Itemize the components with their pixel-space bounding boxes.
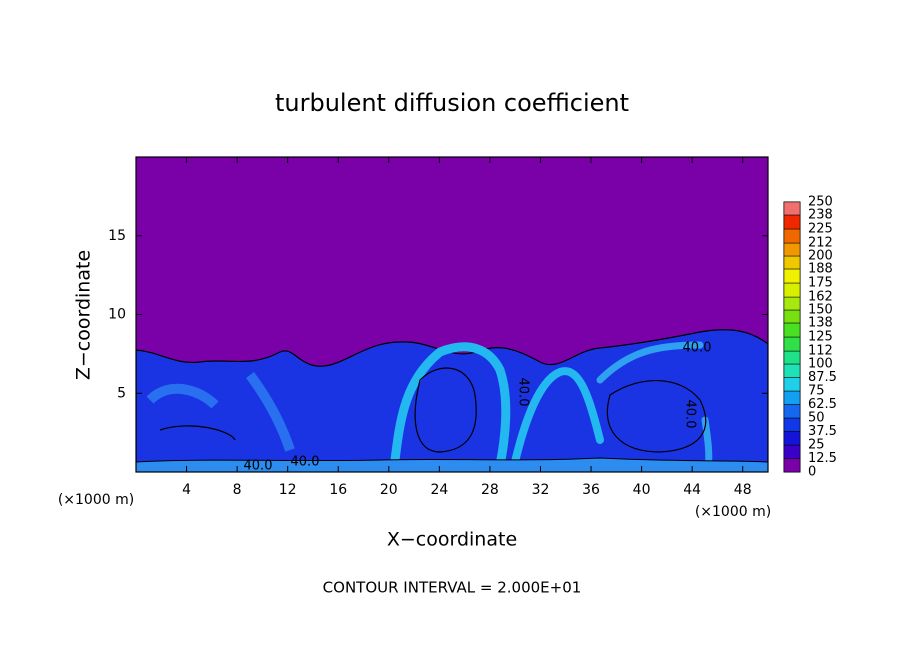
colorbar-label: 100 — [808, 357, 833, 372]
x-tick-label: 4 — [182, 482, 191, 498]
x-tick-label: 12 — [279, 482, 297, 498]
y-tick-label: 5 — [117, 385, 126, 401]
x-tick-label: 32 — [532, 482, 550, 498]
colorbar-label: 212 — [808, 236, 833, 251]
colorbar-label: 238 — [808, 207, 833, 222]
field-region — [136, 329, 768, 472]
x-axis-label: X−coordinate — [387, 529, 517, 551]
footer: CONTOUR INTERVAL = 2.000E+01 — [323, 579, 582, 597]
colorbar-label: 112 — [808, 344, 833, 359]
colorbar-box — [783, 431, 801, 446]
colorbar-box — [783, 268, 801, 284]
colorbar-box — [783, 363, 801, 378]
colorbar-label: 87.5 — [808, 370, 837, 385]
field-streak — [146, 372, 295, 452]
colorbar-label: 150 — [808, 303, 833, 318]
colorbar-box — [783, 444, 801, 459]
colorbar-label: 162 — [808, 290, 833, 305]
x-unit-label: (×1000 m) — [58, 492, 134, 508]
colorbar-box — [783, 377, 801, 392]
field-streak — [390, 342, 511, 470]
y-tick-label: 15 — [108, 228, 126, 244]
x-tick-label: 28 — [481, 482, 499, 498]
colorbar-box — [783, 228, 801, 244]
x-tick-label: 20 — [380, 482, 398, 498]
colorbar-box — [783, 322, 801, 338]
colorbar-label: 37.5 — [808, 424, 837, 439]
contour-label: 40.0 — [291, 455, 320, 470]
field-streak — [511, 367, 604, 466]
colorbar-label: 125 — [808, 330, 833, 345]
contour-field — [136, 157, 768, 472]
contour-line — [159, 367, 707, 453]
colorbar-box — [783, 350, 801, 365]
x-unit-label: (×1000 m) — [695, 504, 771, 520]
y-tick-label: 10 — [108, 307, 126, 323]
colorbar-label: 138 — [808, 315, 833, 330]
colorbar-label: 188 — [808, 261, 833, 276]
colorbar-box — [783, 201, 801, 216]
field-bottom — [136, 457, 768, 472]
contour-label: 40.0 — [516, 378, 531, 407]
colorbar-box — [783, 296, 801, 311]
colorbar-box — [783, 282, 801, 298]
contour-label: 40.0 — [683, 400, 698, 429]
colorbar-label: 175 — [808, 276, 833, 291]
colorbar-label: 50 — [808, 411, 825, 426]
contour-label: 40.0 — [683, 341, 712, 356]
colorbar-box — [783, 255, 801, 270]
colorbar-label: 75 — [808, 384, 825, 399]
x-tick-label: 24 — [430, 482, 448, 498]
colorbar-label: 62.5 — [808, 397, 837, 412]
colorbar-label: 225 — [808, 222, 833, 237]
colorbar-box — [783, 390, 801, 405]
x-tick-label: 44 — [683, 482, 701, 498]
x-tick-label: 48 — [734, 482, 752, 498]
x-tick-label: 8 — [233, 482, 242, 498]
chart-title: turbulent diffusion coefficient — [275, 89, 629, 117]
x-tick-label: 36 — [582, 482, 600, 498]
x-tick-label: 40 — [633, 482, 651, 498]
x-tick-label: 16 — [329, 482, 347, 498]
colorbar-label: 0 — [808, 465, 816, 480]
colorbar-label: 250 — [808, 195, 833, 210]
colorbar-box — [783, 242, 801, 257]
colorbar-box — [783, 336, 801, 352]
colorbar-box — [783, 309, 801, 324]
y-axis-label: Z−coordinate — [73, 250, 95, 380]
colorbar-label: 25 — [808, 438, 825, 453]
colorbar-box — [783, 404, 801, 419]
colorbar-box — [783, 417, 801, 432]
colorbar-label: 200 — [808, 249, 833, 264]
contour-label: 40.0 — [244, 459, 273, 474]
colorbar-box — [783, 214, 801, 230]
colorbar-label: 12.5 — [808, 451, 837, 466]
colorbar-box — [783, 458, 801, 473]
